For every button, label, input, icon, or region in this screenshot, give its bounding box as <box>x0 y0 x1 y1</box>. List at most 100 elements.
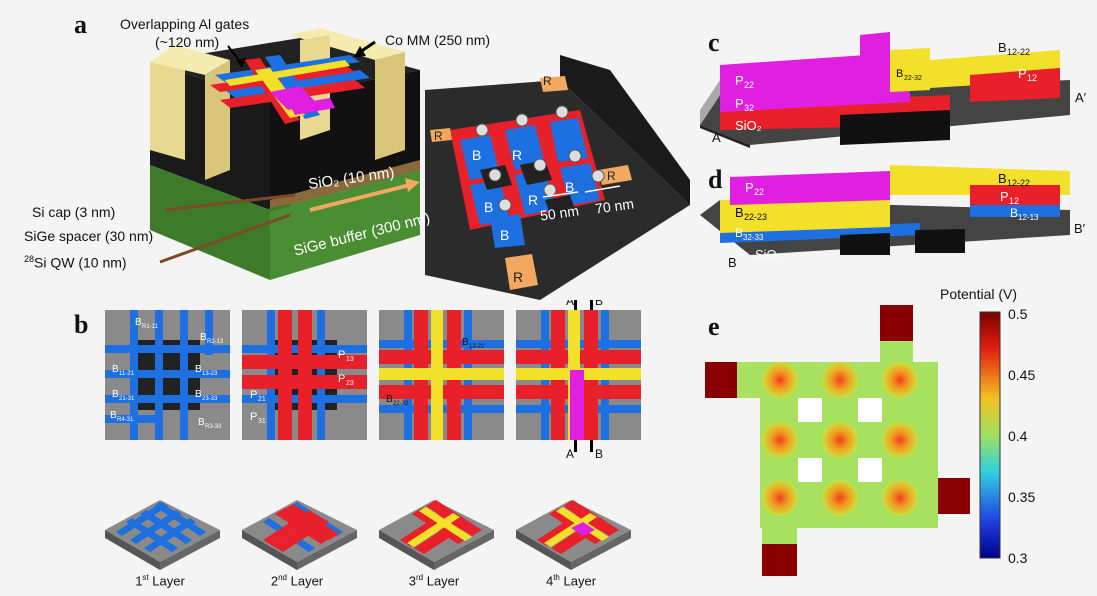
gate-label-sub: 21-31 <box>119 396 135 402</box>
b3233-label: B <box>735 226 743 240</box>
b2232-gate <box>890 48 930 92</box>
b3233-label-sub: 32-33 <box>743 233 764 242</box>
panel-d-figure: P 22 B 12-22 P 12 B 12-13 B 22-23 B 32-3… <box>700 165 1086 270</box>
magnet-left-front <box>150 50 185 160</box>
layer2-plan <box>242 310 367 440</box>
zoom-arrow <box>309 183 411 212</box>
b2223-label-sub: 22-23 <box>744 212 767 222</box>
colorbar <box>979 311 1001 559</box>
gate-label: B <box>195 364 202 375</box>
cut-b-label: B <box>728 255 737 270</box>
qw-label: 28Si QW (10 nm) <box>24 254 127 271</box>
p32-label: P <box>735 96 744 111</box>
gate-stack <box>210 55 370 124</box>
si-cap-arrow <box>164 193 296 212</box>
dot-label: B <box>472 147 481 163</box>
panel-label-a: a <box>74 10 87 39</box>
potential-map <box>705 305 970 576</box>
dot-grid <box>430 76 632 290</box>
dot-label: R <box>434 129 443 143</box>
layer1-3d <box>105 500 220 570</box>
barrier-label-sub: 22-32 <box>393 401 409 407</box>
qw-arrow <box>159 213 291 264</box>
barrier-label-sub: 12-22 <box>469 344 485 350</box>
colorbar-tick: 0.35 <box>1008 489 1036 505</box>
dot-label: B <box>565 179 574 195</box>
plunger-label: P <box>250 411 257 423</box>
plunger-label-sub: 23 <box>346 380 354 387</box>
gate-label: B <box>198 417 205 428</box>
p22-label: P <box>735 73 744 88</box>
plunger-label: P <box>338 373 345 385</box>
layer3-plan <box>379 310 504 440</box>
layer4-3d <box>516 500 631 570</box>
plunger-label-sub: 13 <box>346 356 354 363</box>
gate-label: B <box>200 332 207 343</box>
cut-label-a: A <box>566 447 574 461</box>
p12-label-d-sub: 12 <box>1009 196 1019 206</box>
barrier-label: B <box>386 394 393 405</box>
colorbar-tick: 0.4 <box>1008 428 1028 444</box>
plunger-label-sub: 21 <box>258 396 266 403</box>
spacer-arrow <box>171 203 291 236</box>
b1213-gate <box>970 205 1060 217</box>
cut-marker-a <box>574 300 577 310</box>
trench-c <box>840 110 950 145</box>
p12-label: P <box>1018 66 1027 81</box>
mm-label: Co MM (250 nm) <box>385 32 491 48</box>
sio2-label-c: SiO₂ <box>735 118 762 133</box>
dot-label: B <box>484 199 493 215</box>
colorbar-tick: 0.3 <box>1008 550 1028 566</box>
left-face-c <box>700 80 720 125</box>
cut-marker-a-bottom <box>574 440 577 452</box>
gate-label: B <box>135 317 142 328</box>
colorbar-tick: 0.45 <box>1008 367 1036 383</box>
p22-label-sub: 22 <box>744 80 754 90</box>
p32-label-sub: 32 <box>744 103 754 113</box>
si-cap-label: Si cap (3 nm) <box>32 204 116 220</box>
gate-label-sub: R2-13 <box>207 339 224 345</box>
gates-size-label: (~120 nm) <box>155 34 220 50</box>
spacer-label: SiGe spacer (30 nm) <box>24 228 154 244</box>
b2223-label: B <box>735 205 744 220</box>
magnet-left-top <box>150 45 230 75</box>
panel-e-potential-map <box>705 305 1001 576</box>
b1222-label: B <box>998 40 1007 55</box>
b1222-label-d-sub: 12-22 <box>1007 178 1030 188</box>
p12-gate-d <box>970 185 1060 210</box>
layer-caption-1: 1st Layer <box>135 573 185 589</box>
layer-caption-4: 4th Layer <box>545 573 597 589</box>
sio2-label-d: SiO₂ <box>755 247 782 262</box>
gate-label: B <box>112 389 119 400</box>
panel-label-c: c <box>708 28 720 57</box>
magnet-right-top <box>290 28 405 60</box>
dot-label: R <box>543 74 552 88</box>
cut-a-label: A <box>712 130 721 145</box>
array-wall <box>560 55 690 205</box>
b1213-label-sub: 12-13 <box>1018 213 1039 222</box>
dot-label: R <box>607 169 616 183</box>
panel-label-d: d <box>708 165 723 194</box>
panel-label-e: e <box>708 312 720 341</box>
buffer-left <box>150 165 270 280</box>
gates-label: Overlapping Al gates <box>120 16 250 32</box>
p22-label-d: P <box>745 180 754 195</box>
gate-label-sub: R1-11 <box>142 324 159 330</box>
dot-label: R <box>528 192 538 208</box>
gate-label-sub: 13-23 <box>202 371 218 377</box>
b2232-label: B <box>896 68 903 80</box>
p12-label-d: P <box>1000 189 1009 204</box>
gate-label: B <box>112 364 119 375</box>
layer-caption-3: 3rd Layer <box>408 573 460 589</box>
b1222-label-sub: 12-22 <box>1007 47 1030 57</box>
gate-label: B <box>195 389 202 400</box>
cut-label-aprime: A′ <box>566 300 577 308</box>
cut-bprime-label: B′ <box>1074 221 1086 236</box>
colorbar-tick: 0.5 <box>1008 306 1028 322</box>
panel-a-figure: B R B R B B R R R R <box>150 28 690 300</box>
b2232-label-sub: 22-32 <box>904 75 922 82</box>
buffer-right <box>270 170 420 280</box>
b1213-label: B <box>1010 206 1018 220</box>
b1222-label-d: B <box>998 171 1007 186</box>
dot-label: B <box>500 227 509 243</box>
